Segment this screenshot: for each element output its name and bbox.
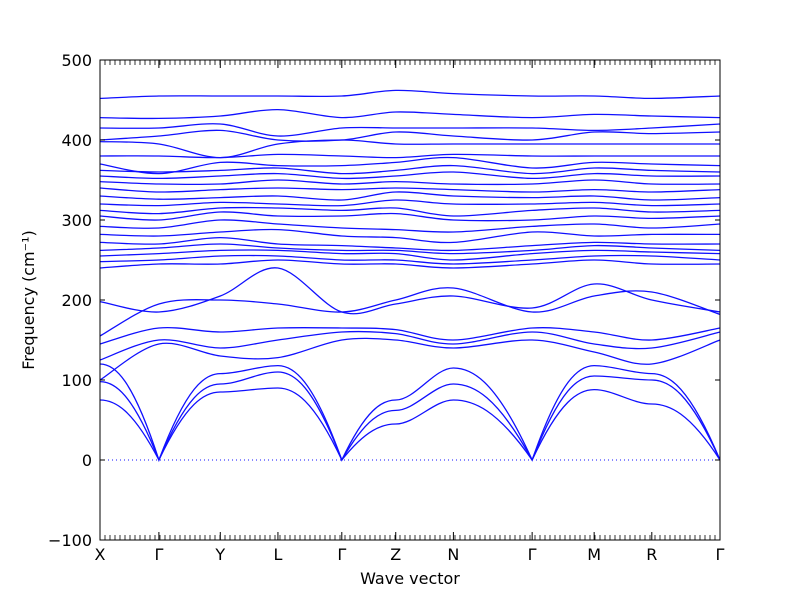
y-tick-label: 500 <box>61 51 92 70</box>
y-axis-title: Frequency (cm⁻¹) <box>19 230 38 369</box>
acoustic-band-line <box>99 363 721 462</box>
y-tick-label: 200 <box>61 291 92 310</box>
optical-band-line <box>99 108 721 120</box>
optical-band-line <box>99 228 721 244</box>
optical-band-line <box>99 236 721 252</box>
optical-band-line <box>99 259 721 269</box>
x-tick-label: Y <box>214 545 225 564</box>
x-tick-label: Γ <box>716 545 725 564</box>
optical-band-line <box>99 156 721 175</box>
optical-band-line <box>99 191 721 201</box>
x-tick-label: R <box>646 545 657 564</box>
acoustic-band-line <box>99 387 721 462</box>
x-tick-label: Γ <box>337 545 346 564</box>
optical-band-line <box>99 129 721 142</box>
optical-band-line <box>99 206 721 217</box>
band-lines <box>99 89 721 462</box>
optical-band-line <box>99 330 721 361</box>
optical-band-line <box>99 153 720 159</box>
x-axis-title: Wave vector <box>360 569 460 588</box>
x-tick-label: N <box>447 545 459 564</box>
y-tick-label: 400 <box>61 131 92 150</box>
x-tick-label: L <box>273 545 282 564</box>
x-tick-label: M <box>587 545 601 564</box>
y-tick-label: 100 <box>61 371 92 390</box>
optical-band-line <box>99 287 721 337</box>
optical-band-line <box>99 187 721 193</box>
x-tick-label: Γ <box>154 545 163 564</box>
optical-band-line <box>99 164 721 175</box>
x-tick-label: Γ <box>528 545 537 564</box>
optical-band-line <box>99 326 721 345</box>
optical-band-line <box>99 199 721 207</box>
optical-band-line <box>99 139 720 159</box>
acoustic-band-line <box>99 371 721 462</box>
optical-band-line <box>99 179 721 186</box>
optical-band-line <box>99 219 721 233</box>
optical-band-line <box>99 267 721 315</box>
optical-band-line <box>99 171 721 180</box>
y-tick-labels: −100 0 100 200 300 400 500 <box>48 51 92 550</box>
y-tick-label: 300 <box>61 211 92 230</box>
optical-band-line <box>99 249 721 261</box>
axis-ticks <box>99 59 721 541</box>
optical-band-line <box>99 254 721 265</box>
optical-band-line <box>99 89 721 100</box>
optical-band-line <box>99 211 721 222</box>
optical-band-line <box>99 243 721 255</box>
y-tick-label: −100 <box>48 531 92 550</box>
optical-band-line <box>99 123 721 137</box>
x-tick-label: X <box>95 545 106 564</box>
y-tick-label: 0 <box>82 451 92 470</box>
plot-frame <box>99 59 721 541</box>
optical-band-line <box>99 337 721 381</box>
x-tick-label: Z <box>390 545 401 564</box>
